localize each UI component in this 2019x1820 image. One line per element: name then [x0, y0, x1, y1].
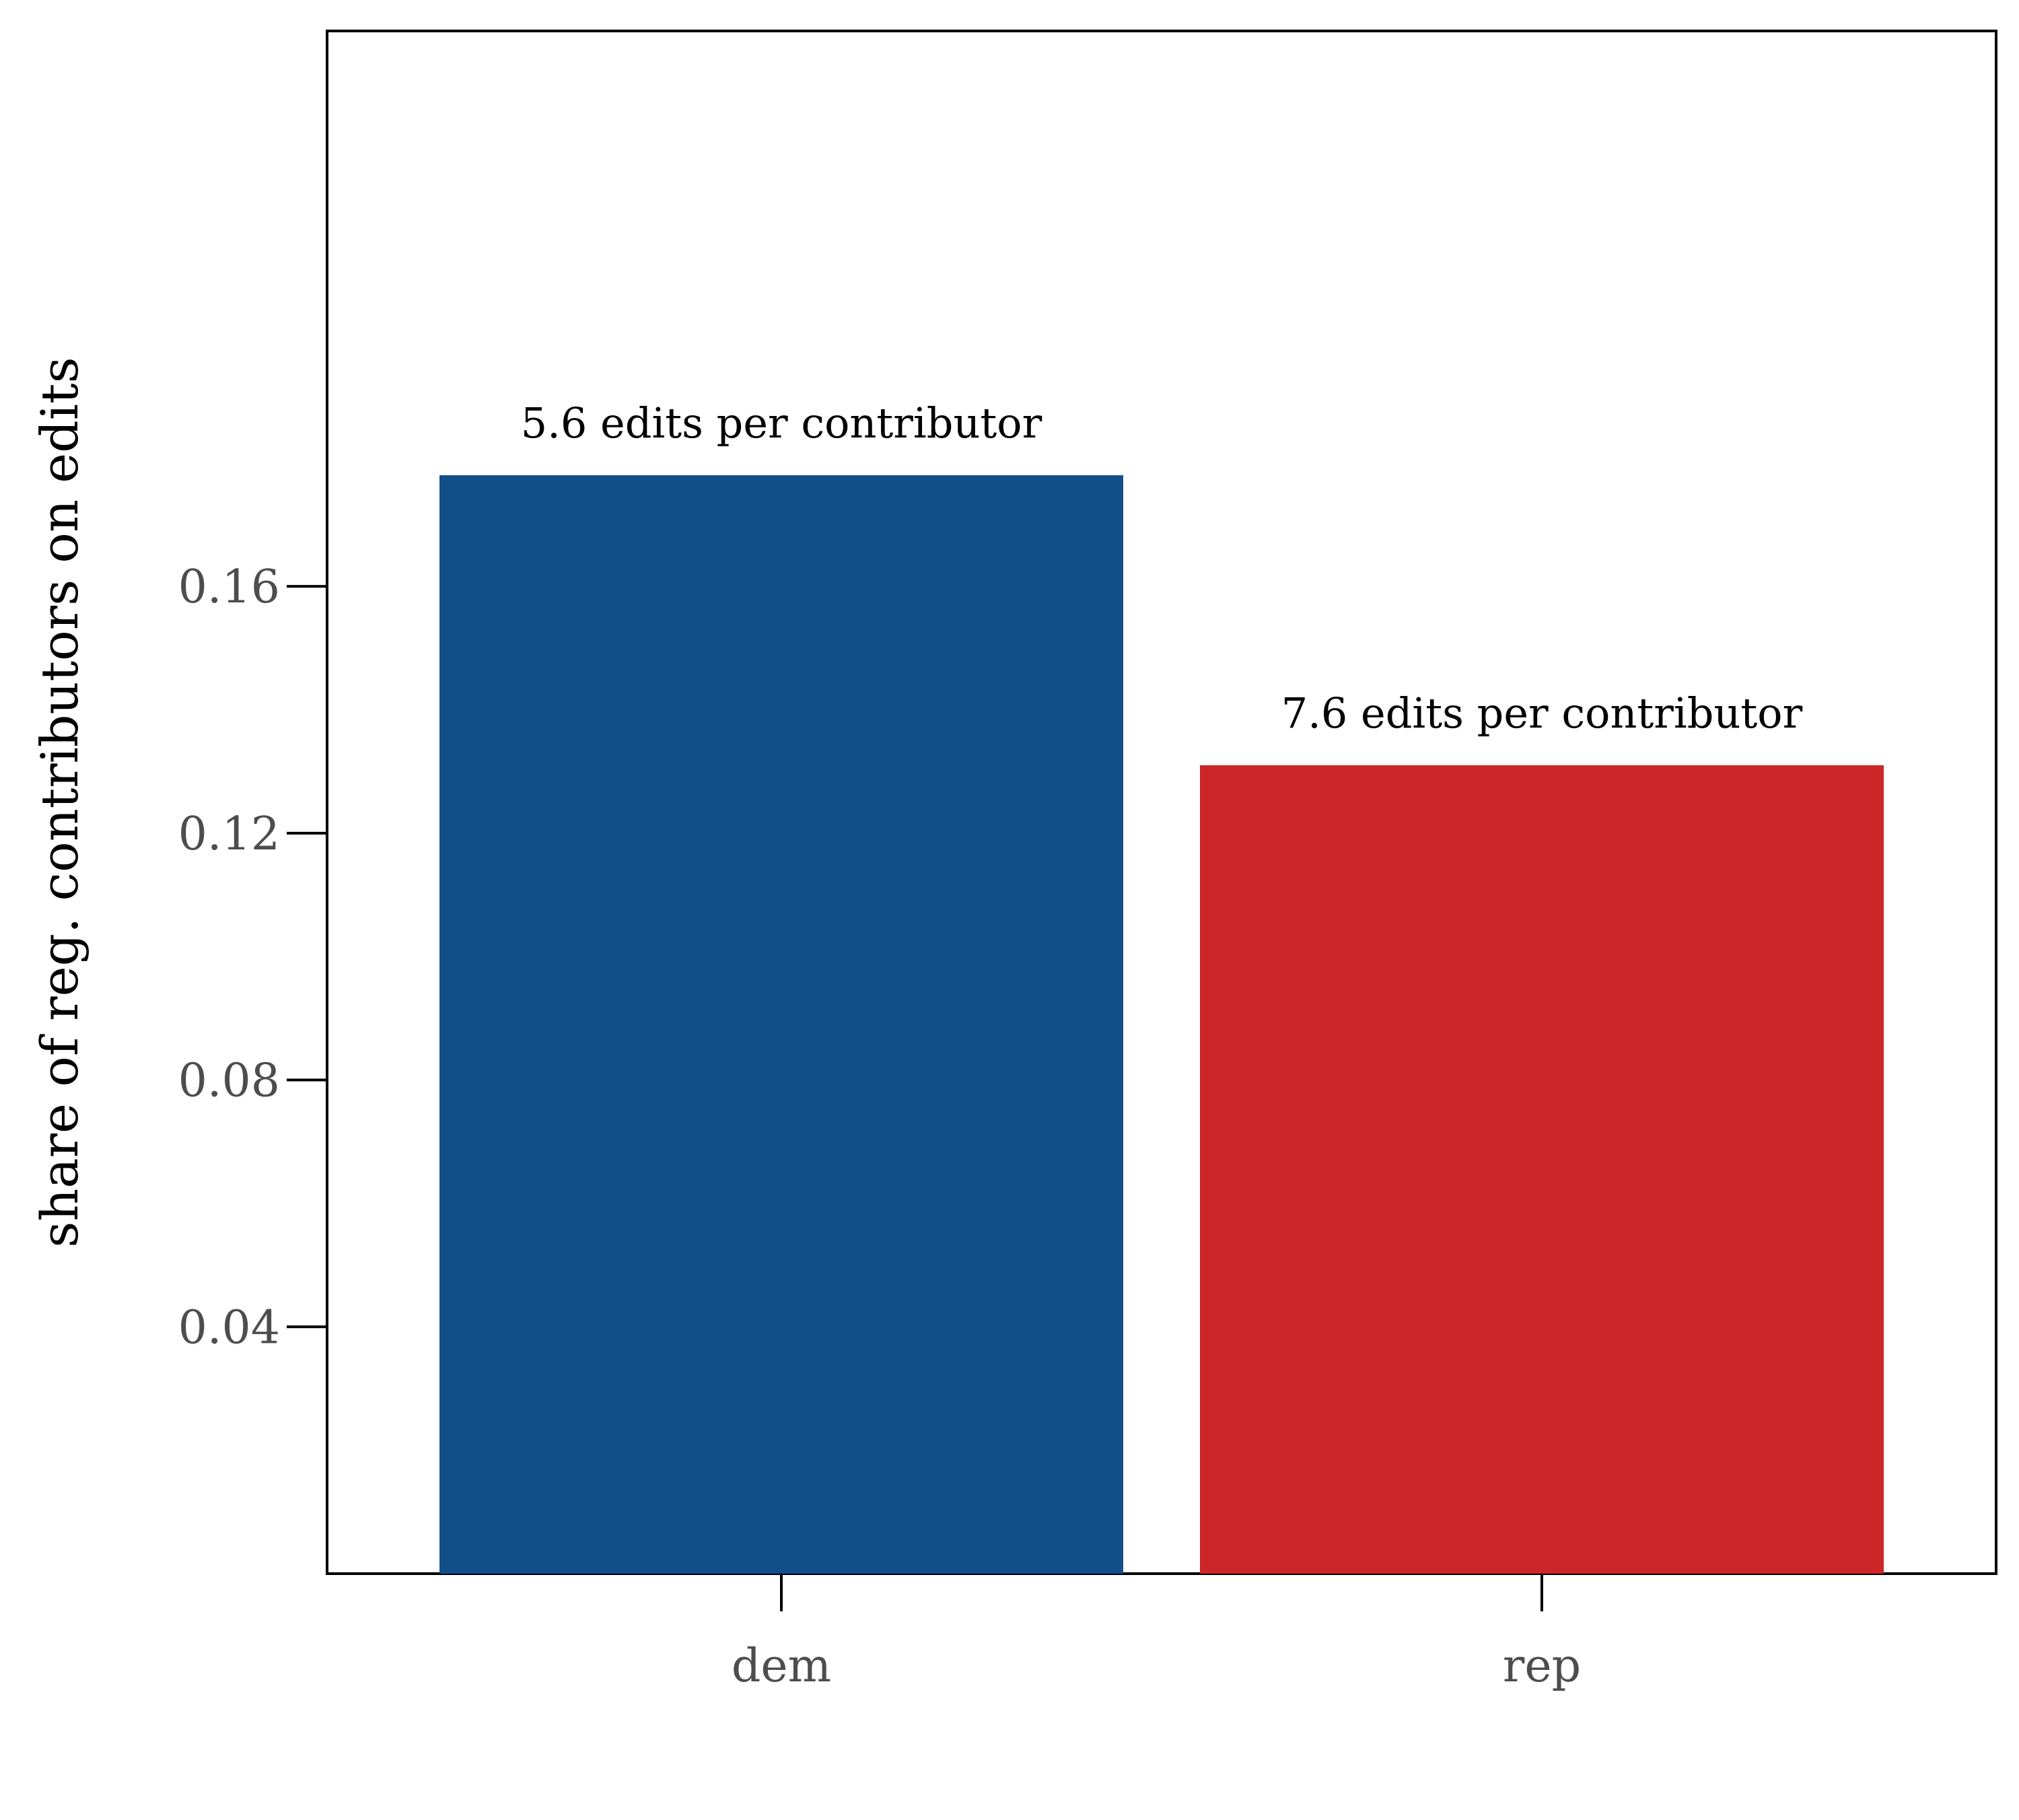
y-tick-label: 0.08 — [178, 1055, 280, 1108]
bars: 5.6 edits per contributor 7.6 edits per c… — [439, 398, 1884, 1574]
y-tick-label: 0.16 — [178, 561, 280, 614]
data-label-rep: 7.6 edits per contributor — [1281, 689, 1803, 738]
x-tick-label-rep: rep — [1503, 1640, 1581, 1693]
x-tick-label-dem: dem — [732, 1640, 831, 1693]
y-tick-label: 0.12 — [178, 808, 280, 861]
y-axis: 0.04 0.08 0.12 0.16 — [178, 561, 327, 1354]
data-label-dem: 5.6 edits per contributor — [521, 398, 1042, 448]
y-tick-label: 0.04 — [178, 1301, 280, 1354]
x-axis: dem rep — [732, 1574, 1581, 1693]
y-axis-title: share of reg. contributors on edits — [30, 357, 90, 1247]
bar-rep — [1200, 765, 1884, 1574]
bar-dem — [439, 475, 1123, 1574]
plot-frame — [326, 30, 1997, 1575]
